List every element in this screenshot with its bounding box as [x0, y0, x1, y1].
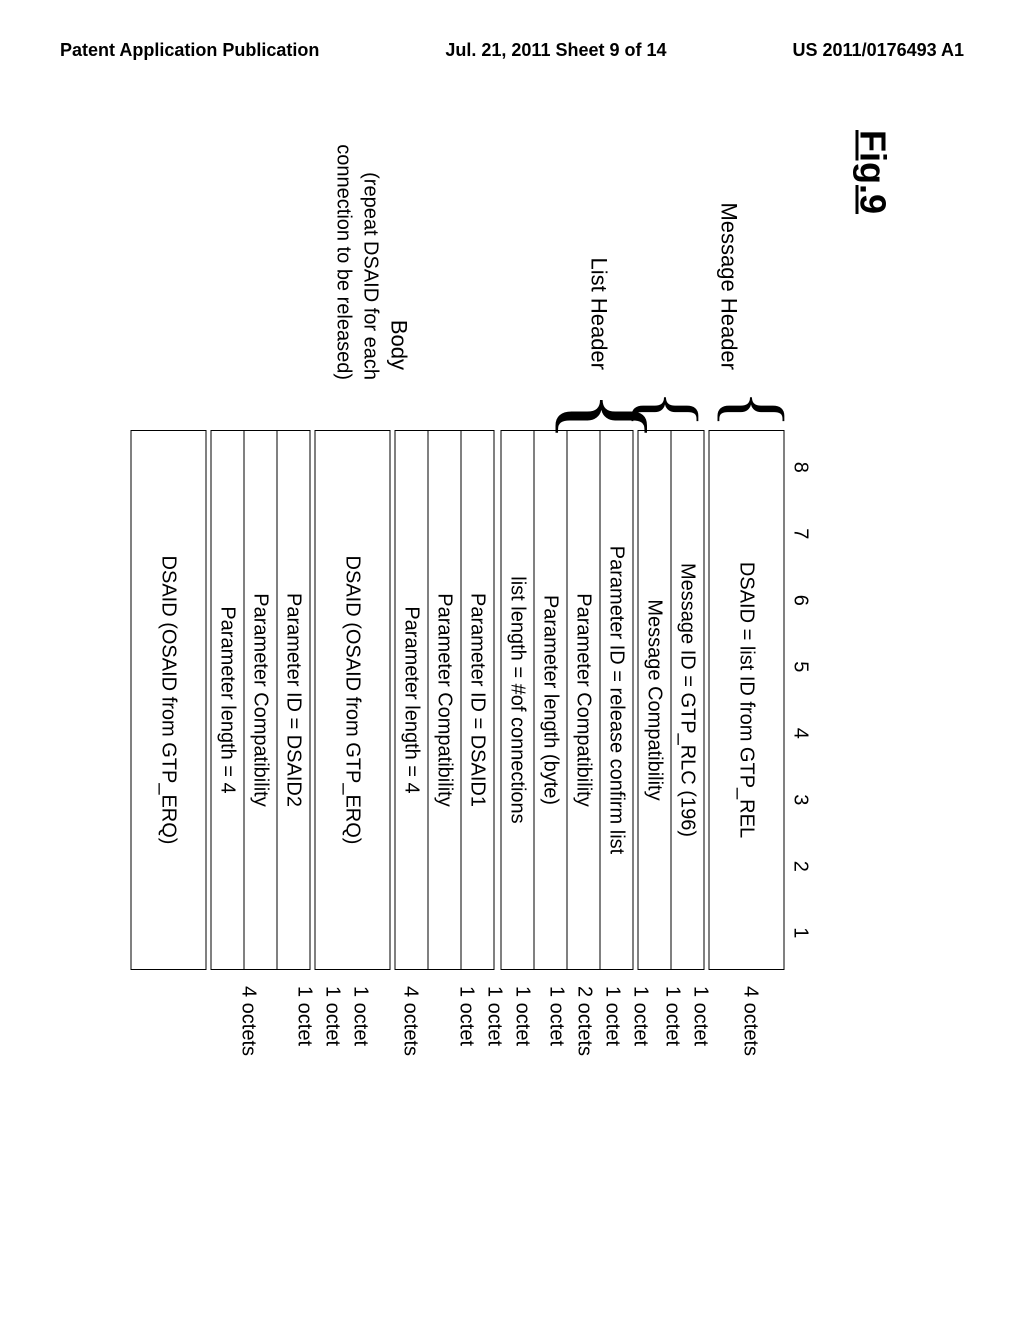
- table-row: Parameter Compatibility: [244, 431, 277, 970]
- bit-label: 8: [789, 434, 812, 501]
- table-row: Parameter length = 4: [211, 431, 244, 970]
- octet-label: 4 octets: [214, 980, 284, 1110]
- octet-label: 1 octet: [624, 980, 652, 1110]
- table-row: Parameter ID = DSAID2: [277, 431, 310, 970]
- brace-icon: {: [723, 390, 787, 420]
- table-row: Parameter ID = DSAID1: [461, 431, 494, 970]
- bit-label: 1: [789, 900, 812, 967]
- body-sub-label-1: (repeat DSAID for each: [359, 110, 382, 380]
- bit-label: 3: [789, 767, 812, 834]
- body-label: Body: [386, 110, 412, 380]
- octet-label: 1 octet: [596, 980, 624, 1110]
- figure-content: Fig.9 Message Header List Header Body (r…: [131, 110, 894, 1210]
- table-row: Parameter Compatibility: [567, 431, 600, 970]
- octet-label: 1 octet: [478, 980, 506, 1110]
- table-row: Parameter ID = release confirm list: [600, 431, 633, 970]
- octet-label: 1 octet: [540, 980, 568, 1110]
- message-diagram: Message Header List Header Body (repeat …: [131, 110, 812, 1210]
- table-row: DSAID (OSAID from GTP_ERQ): [315, 431, 390, 970]
- message-header-label: Message Header: [622, 110, 742, 380]
- message-table-column: 8 7 6 5 4 3 2 1 DSAID = list ID from GTP…: [131, 430, 812, 970]
- table-row: DSAID = list ID from GTP_REL: [709, 431, 784, 970]
- table-row: Parameter length = 4: [395, 431, 428, 970]
- message-structure-table: DSAID = list ID from GTP_REL: [709, 430, 785, 970]
- octet-label: 1 octet: [316, 980, 344, 1110]
- bit-label: 5: [789, 634, 812, 701]
- figure-title: Fig.9: [852, 130, 894, 1210]
- header-center: Jul. 21, 2011 Sheet 9 of 14: [445, 40, 666, 61]
- octet-label: 4 octets: [376, 980, 446, 1110]
- brace-icon: {: [564, 390, 652, 420]
- section-labels: Message Header List Header Body (repeat …: [332, 110, 782, 380]
- bit-label: 6: [789, 567, 812, 634]
- table-row: Parameter length (byte): [534, 431, 567, 970]
- body-sub-label-2: connection to be released): [332, 110, 355, 380]
- header-right: US 2011/0176493 A1: [793, 40, 964, 61]
- octet-size-column: 4 octets 1 octet 1 octet 1 octet 1 octet…: [214, 980, 812, 1110]
- bit-label: 4: [789, 700, 812, 767]
- octet-label: 1 octet: [656, 980, 684, 1110]
- bit-scale: 8 7 6 5 4 3 2 1: [785, 430, 812, 970]
- list-header-label: List Header: [492, 110, 612, 380]
- table-row: Message Compatibility: [638, 431, 671, 970]
- table-row: Message ID = GTP_RLC (196): [671, 431, 704, 970]
- octet-label: 1 octet: [506, 980, 534, 1110]
- bit-label: 7: [789, 501, 812, 568]
- octet-label: 1 octet: [684, 980, 712, 1110]
- table-row: DSAID (OSAID from GTP_ERQ): [131, 431, 206, 970]
- octet-label: 1 octet: [450, 980, 478, 1110]
- octet-label: 4 octets: [716, 980, 786, 1110]
- header-left: Patent Application Publication: [60, 40, 319, 61]
- table-row: list length = #of connections: [501, 431, 534, 970]
- octet-label: 2 octets: [568, 980, 596, 1110]
- page-header: Patent Application Publication Jul. 21, …: [60, 40, 964, 61]
- table-row: Parameter Compatibility: [428, 431, 461, 970]
- bit-label: 2: [789, 833, 812, 900]
- octet-label: 1 octet: [288, 980, 316, 1110]
- brace-column: { { {: [564, 390, 812, 420]
- octet-label: 1 octet: [344, 980, 372, 1110]
